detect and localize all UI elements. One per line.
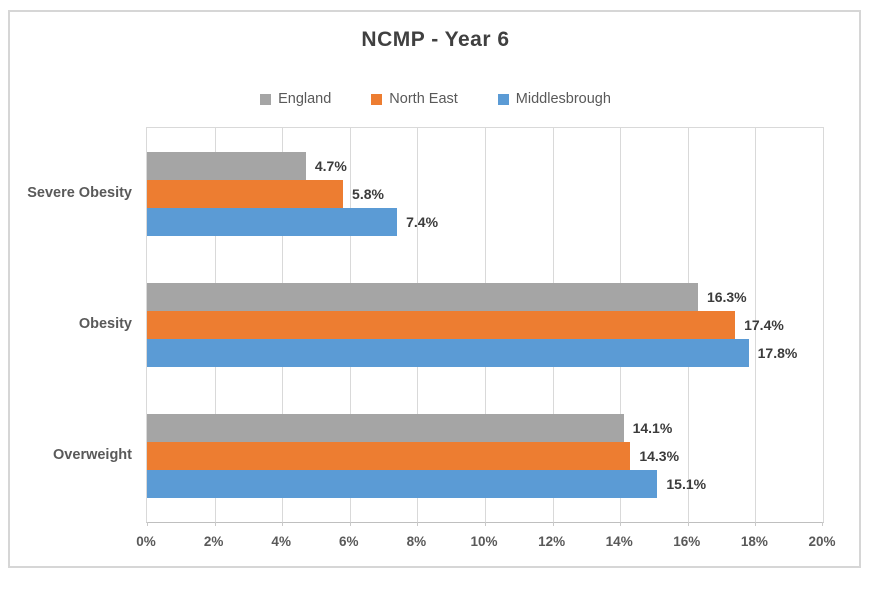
x-axis-label-4-: 4%	[271, 534, 291, 549]
axis-tick-mark	[282, 522, 284, 526]
value-label-england-severe-obesity: 4.7%	[314, 157, 347, 174]
legend-swatch-north-east-icon	[371, 93, 383, 105]
bar-england-overweight	[147, 414, 624, 443]
value-label-middlesbrough-severe-obesity: 7.4%	[406, 213, 439, 230]
x-axis-label-18-: 18%	[740, 534, 768, 549]
x-axis-label-20-: 20%	[808, 534, 836, 549]
x-axis-label-12-: 12%	[538, 534, 566, 549]
axis-tick-mark	[620, 522, 622, 526]
x-axis-label-16-: 16%	[673, 534, 701, 549]
value-label-north-east-overweight: 14.3%	[639, 448, 680, 465]
x-axis-label-2-: 2%	[203, 534, 224, 549]
chart-legend: England North East Middlesbrough	[0, 89, 871, 109]
axis-tick-mark	[822, 522, 823, 526]
category-label-severe-obesity: Severe Obesity	[27, 184, 132, 201]
bar-middlesbrough-obesity	[147, 339, 749, 367]
gridline	[755, 128, 757, 522]
axis-tick-mark	[755, 522, 757, 526]
x-axis-label-10-: 10%	[470, 534, 498, 549]
axis-tick-mark	[687, 522, 689, 526]
legend-swatch-england-icon	[260, 93, 272, 105]
bar-north-east-overweight	[147, 442, 631, 471]
axis-tick-mark	[552, 522, 554, 526]
legend-label-north-east: North East	[389, 91, 458, 107]
x-axis-label-8-: 8%	[406, 534, 427, 549]
legend-swatch-middlesbrough-icon	[497, 93, 509, 105]
x-axis-label-6-: 6%	[339, 534, 359, 549]
bar-middlesbrough-overweight	[147, 470, 658, 499]
chart-title: NCMP - Year 6	[361, 28, 510, 51]
x-axis-label-14-: 14%	[605, 534, 633, 549]
value-label-north-east-obesity: 17.4%	[744, 317, 784, 333]
x-axis-label-0-: 0%	[136, 534, 156, 549]
axis-tick-mark	[485, 522, 486, 526]
value-label-england-obesity: 16.3%	[706, 289, 747, 305]
category-label-overweight: Overweight	[53, 447, 132, 464]
axis-tick-mark	[214, 522, 216, 526]
plot-area: 4.7% 5.8% 7.4% 16.3% 17.4% 17.8% 14.1% 14.3% 15.…	[146, 127, 824, 526]
bar-middlesbrough-severe-obesity	[147, 207, 398, 236]
bar-england-severe-obesity	[147, 151, 306, 180]
value-label-middlesbrough-obesity: 17.8%	[757, 345, 798, 361]
value-label-north-east-severe-obesity: 5.8%	[352, 185, 384, 202]
value-label-middlesbrough-overweight: 15.1%	[666, 476, 707, 493]
bar-england-obesity	[147, 283, 698, 311]
bar-north-east-severe-obesity	[147, 179, 344, 208]
value-label-england-overweight: 14.1%	[632, 420, 673, 437]
axis-tick-mark	[349, 522, 351, 526]
category-label-obesity: Obesity	[78, 316, 132, 332]
legend-item-north-east: North East	[371, 91, 458, 107]
legend-item-england: England	[260, 91, 331, 107]
axis-tick-mark	[147, 522, 148, 526]
axis-tick-mark	[417, 522, 419, 526]
bar-north-east-obesity	[147, 311, 736, 339]
legend-item-middlesbrough: Middlesbrough	[497, 91, 611, 107]
legend-label-england: England	[278, 91, 332, 107]
legend-label-middlesbrough: Middlesbrough	[515, 91, 611, 107]
